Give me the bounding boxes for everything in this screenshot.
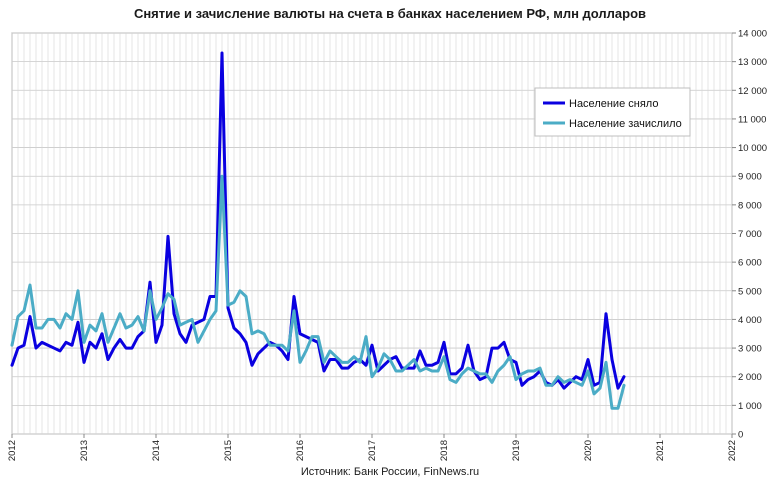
x-tick-label: 2016 (295, 440, 306, 461)
y-tick-label: 2 000 (738, 372, 762, 383)
y-tick-label: 8 000 (738, 200, 762, 211)
series-line-2 (10, 174, 626, 410)
x-tick-label: 2022 (727, 440, 738, 461)
x-tick-label: 2014 (151, 440, 162, 461)
chart-title: Снятие и зачисление валюты на счета в ба… (133, 6, 647, 21)
y-tick-label: 3 000 (738, 344, 762, 355)
x-tick-label: 2021 (655, 440, 666, 461)
legend: Население сняло Население зачислило (534, 87, 691, 137)
legend-label: Население сняло (569, 98, 658, 110)
legend-label: Население зачислило (569, 118, 682, 130)
y-axis: 0 1 000 2 000 3 000 4 000 5 000 6 000 7 000 8 00… (732, 29, 767, 441)
x-tick-label: 2017 (367, 440, 378, 461)
x-tick-label: 2018 (439, 440, 450, 461)
source-note: Источник: Банк России, FinNews.ru (300, 466, 480, 478)
y-tick-label: 14 000 (738, 29, 767, 40)
x-tick-label: 2015 (223, 440, 234, 461)
y-tick-label: 7 000 (738, 229, 762, 240)
y-tick-label: 11 000 (738, 114, 766, 125)
y-tick-label: 0 (738, 430, 743, 441)
series-lines (10, 51, 626, 410)
y-tick-label: 1 000 (738, 401, 762, 412)
y-tick-label: 5 000 (738, 286, 762, 297)
y-tick-label: 4 000 (738, 315, 762, 326)
y-tick-label: 12 000 (738, 86, 767, 97)
y-tick-label: 9 000 (738, 172, 762, 183)
x-tick-label: 2020 (583, 440, 594, 461)
legend-box (534, 87, 691, 137)
y-tick-label: 10 000 (738, 143, 767, 154)
x-tick-label: 2019 (511, 440, 522, 461)
y-tick-label: 13 000 (738, 57, 767, 68)
y-tick-label: 6 000 (738, 258, 762, 269)
x-tick-label: 2013 (79, 440, 90, 461)
x-tick-label: 2012 (7, 440, 18, 461)
x-axis: 2012 2013 2014 2015 2016 2017 2018 2019 2020 2021… (7, 434, 738, 461)
